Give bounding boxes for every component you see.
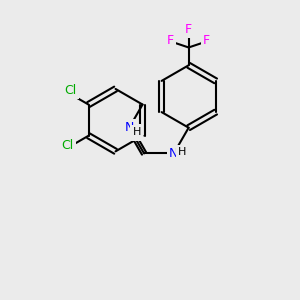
Text: N: N	[124, 121, 134, 134]
Text: N: N	[169, 147, 178, 160]
Text: H: H	[178, 147, 186, 157]
Text: F: F	[203, 34, 210, 46]
Text: F: F	[185, 22, 192, 35]
Text: H: H	[132, 127, 141, 137]
Text: Cl: Cl	[61, 139, 74, 152]
Text: O: O	[129, 126, 139, 139]
Text: F: F	[167, 34, 174, 46]
Text: Cl: Cl	[64, 84, 76, 97]
